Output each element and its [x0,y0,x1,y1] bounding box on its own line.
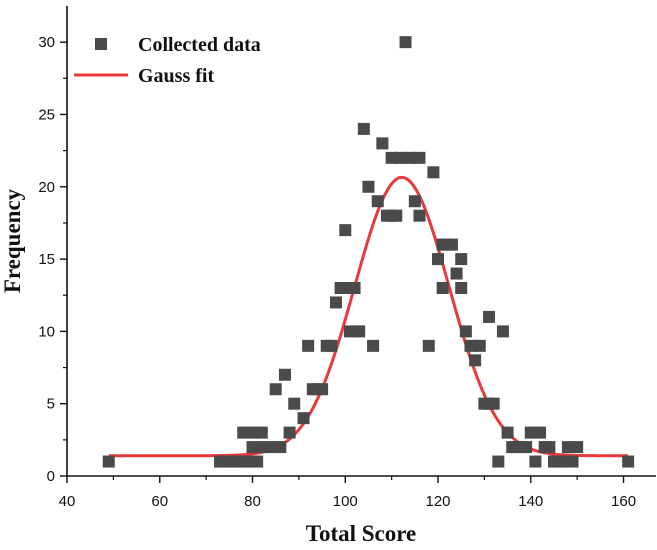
x-axis-title: Total Score [306,521,417,546]
data-point [246,441,259,454]
data-point [316,383,329,396]
data-point [246,426,259,439]
data-point [432,253,445,266]
legend-label-fit: Gauss fit [138,65,214,87]
data-point [102,455,115,468]
data-point [265,441,278,454]
data-point [297,412,310,425]
data-point [325,339,338,352]
data-point [371,195,384,208]
data-point [394,151,407,164]
data-point [455,253,468,266]
points-layer [102,36,635,468]
data-point [524,426,537,439]
x-tick-label: 160 [611,493,636,510]
legend: Collected data Gauss fit [74,34,261,87]
data-point [413,209,426,222]
data-point [487,397,500,410]
data-point [492,455,505,468]
data-point [269,383,282,396]
data-point [464,339,477,352]
y-tick-label: 25 [38,106,55,123]
data-point [459,325,472,338]
data-point [255,426,268,439]
y-tick-label: 15 [38,251,55,268]
data-point [529,455,542,468]
data-point [399,36,412,49]
y-tick-label: 5 [47,396,55,413]
data-point [302,339,315,352]
fit-layer [108,175,629,458]
x-tick-label: 40 [59,493,76,510]
y-axis-title: Frequency [0,188,25,293]
data-point [571,441,584,454]
data-point [348,282,361,294]
data-point [353,325,366,338]
data-point [534,426,547,439]
y-tick-label: 20 [38,179,55,196]
data-point [357,122,370,135]
data-point [413,151,426,164]
axis-ticks: 40 60 80 100 120 140 160 0 5 10 15 20 25 30 [38,34,636,510]
data-point [390,209,403,222]
data-point [622,455,635,468]
data-point [445,238,458,251]
data-point [283,426,296,439]
data-point [496,325,509,338]
data-point [329,296,342,309]
data-point [339,224,352,237]
data-point [543,441,556,454]
y-tick-label: 10 [38,323,55,340]
data-point [343,325,356,338]
data-point [278,368,291,381]
data-point [334,282,347,294]
data-point [455,282,468,294]
x-tick-label: 120 [426,493,451,510]
y-tick-label: 30 [38,34,55,51]
legend-label-collected: Collected data [138,34,261,56]
gauss-fit-line [108,175,629,458]
data-point [376,137,389,150]
data-point [362,180,375,193]
plot-frame [66,6,656,477]
data-point [557,455,570,468]
data-point [404,151,417,164]
data-point [473,339,486,352]
data-point [520,441,533,454]
x-tick-label: 100 [333,493,358,510]
data-point [422,339,435,352]
x-tick-label: 80 [244,493,261,510]
data-point [483,310,496,323]
data-point [450,267,463,280]
data-point [427,166,440,179]
data-point [408,195,421,208]
data-point [255,441,268,454]
data-point [561,441,574,454]
data-point [274,441,287,454]
data-point [251,455,264,468]
data-point [501,426,514,439]
legend-marker-collected [95,38,107,50]
data-point [288,397,301,410]
data-point [237,426,250,439]
data-point [367,339,380,352]
data-point [436,282,449,294]
x-tick-label: 140 [518,493,543,510]
x-tick-label: 60 [151,493,168,510]
data-point [469,354,482,367]
data-point [385,151,398,164]
y-tick-label: 0 [47,468,55,485]
data-point [566,455,579,468]
